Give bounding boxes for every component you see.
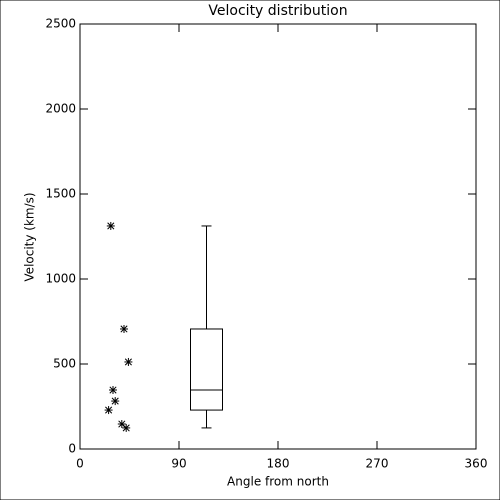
y-tick-label: 2000 bbox=[45, 102, 76, 116]
y-axis-label: Velocity (km/s) bbox=[23, 192, 37, 281]
x-tick-label: 270 bbox=[366, 457, 389, 471]
point bbox=[109, 386, 117, 395]
y-tick-label: 1500 bbox=[45, 187, 76, 201]
x-axis-label: Angle from north bbox=[227, 475, 329, 489]
point bbox=[122, 423, 131, 432]
x-tick-label: 0 bbox=[76, 457, 84, 471]
x-tick-label: 90 bbox=[171, 457, 186, 471]
y-tick-label: 2500 bbox=[45, 17, 76, 31]
point bbox=[111, 397, 120, 406]
box bbox=[190, 328, 223, 411]
y-tick-label: 1000 bbox=[45, 272, 76, 286]
y-tick-label: 0 bbox=[68, 442, 76, 456]
point bbox=[120, 324, 128, 333]
chart-title: Velocity distribution bbox=[208, 3, 347, 19]
point bbox=[117, 420, 126, 429]
point-stroke bbox=[118, 420, 126, 428]
point-stroke bbox=[107, 222, 115, 230]
point-stroke bbox=[122, 424, 130, 432]
x-tick-label: 180 bbox=[267, 457, 290, 471]
point-stroke bbox=[124, 358, 132, 366]
point bbox=[124, 357, 133, 366]
y-tick-label: 500 bbox=[53, 357, 76, 371]
point-stroke bbox=[111, 397, 119, 405]
x-tick-label: 360 bbox=[465, 457, 488, 471]
point-stroke bbox=[109, 386, 117, 394]
point-stroke bbox=[105, 406, 113, 414]
point-stroke bbox=[120, 325, 128, 333]
point bbox=[104, 406, 113, 415]
point bbox=[106, 221, 115, 230]
